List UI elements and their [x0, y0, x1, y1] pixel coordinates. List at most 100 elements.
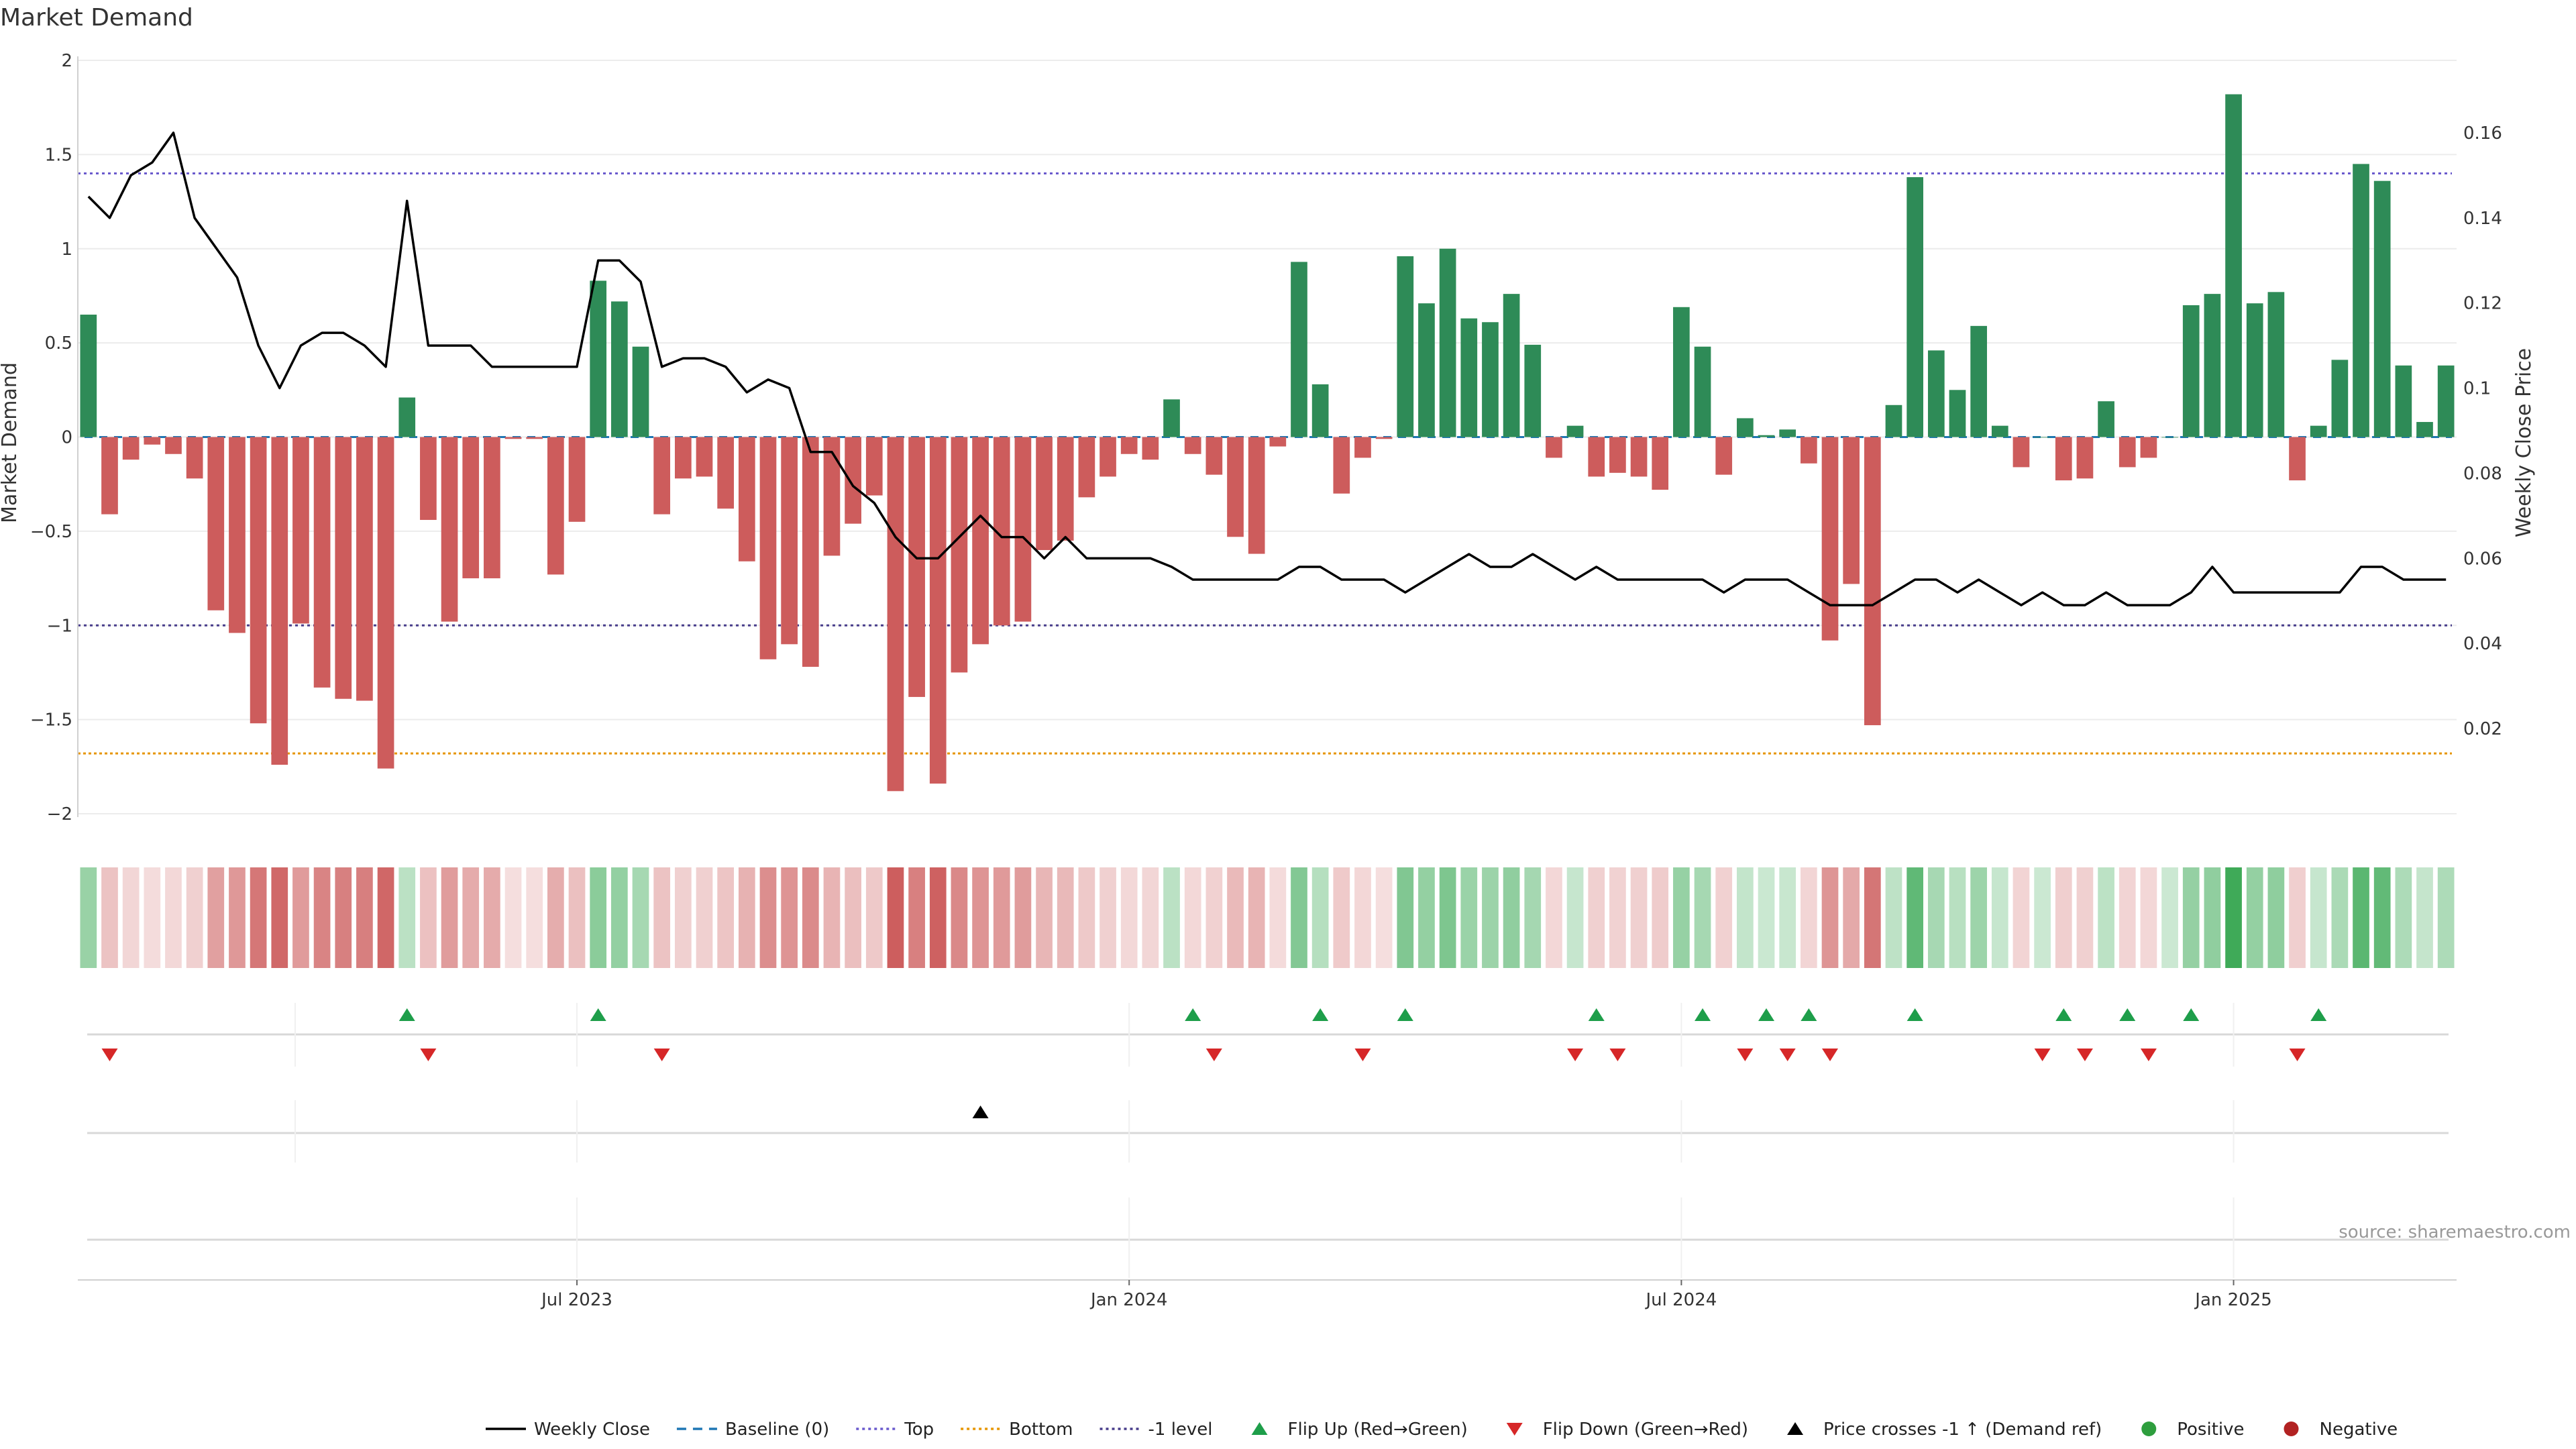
demand-bar [696, 437, 713, 477]
heat-cell [335, 867, 352, 968]
demand-bar [2055, 437, 2072, 481]
heat-cell [1779, 867, 1796, 968]
demand-bar [186, 437, 203, 479]
demand-bar [738, 437, 755, 561]
demand-bar [335, 437, 352, 699]
flip-down-marker [1822, 1049, 1839, 1061]
y-tick-label: 0 [61, 428, 72, 448]
legend-label: Baseline (0) [725, 1419, 829, 1440]
y-axis-label: Market Demand [0, 362, 21, 523]
heat-cell [377, 867, 394, 968]
heat-cell [1715, 867, 1733, 968]
heat-cell [611, 867, 628, 968]
heat-cell [717, 867, 734, 968]
heat-cell [80, 867, 97, 968]
reference-lines [78, 172, 2452, 755]
demand-bar [1163, 399, 1180, 437]
demand-bar [377, 437, 394, 769]
demand-bar [590, 280, 607, 437]
heat-cell [229, 867, 246, 968]
heat-cell [1907, 867, 1923, 968]
x-tick-label: Jul 2024 [1644, 1290, 1717, 1310]
demand-bar [2416, 422, 2433, 437]
close-price-line [87, 131, 2447, 606]
legend-swatch-flip-down [1506, 1423, 1523, 1436]
demand-bar [1630, 437, 1648, 477]
heat-cell [632, 867, 649, 968]
flip-up-marker [1907, 1008, 1923, 1021]
heat-cell [1694, 867, 1711, 968]
heat-cell [2076, 867, 2094, 968]
flip-down-marker [420, 1049, 437, 1061]
demand-bar [1036, 437, 1053, 550]
demand-bar [908, 437, 925, 697]
heat-cell [441, 867, 458, 968]
heat-cell [738, 867, 755, 968]
heat-cell [993, 867, 1010, 968]
demand-bar [1566, 425, 1584, 437]
heat-cell [696, 867, 713, 968]
demand-bar [1546, 437, 1562, 458]
demand-bar [568, 437, 586, 522]
y2-tick-label: 0.04 [2463, 634, 2502, 654]
legend-label: Negative [2320, 1419, 2398, 1440]
heat-cell [568, 867, 586, 968]
heat-cell [1418, 867, 1435, 968]
demand-bar [717, 437, 734, 509]
demand-bar [1120, 437, 1138, 454]
demand-bar [1758, 435, 1775, 437]
demand-bar [2012, 437, 2030, 468]
heat-cell [2161, 867, 2178, 968]
demand-bar [250, 437, 267, 724]
heat-cell [1673, 867, 1690, 968]
heat-cell [1843, 867, 1860, 968]
heat-cell [781, 867, 798, 968]
heat-cell [462, 867, 480, 968]
heat-cell [845, 867, 861, 968]
demand-bar [1991, 425, 2008, 437]
heat-cell [186, 867, 203, 968]
demand-bar [1694, 346, 1711, 437]
flip-down-marker [2289, 1049, 2306, 1061]
legend-item: -1 level [1099, 1419, 1213, 1440]
flip-up-marker [1397, 1008, 1413, 1021]
heat-cell [1291, 867, 1307, 968]
legend-item: Bottom [961, 1419, 1073, 1440]
legend-label: Flip Down (Green→Red) [1543, 1419, 1748, 1440]
flip-down-marker [1354, 1049, 1371, 1061]
heat-cell [1503, 867, 1520, 968]
heat-cell [1142, 867, 1159, 968]
heat-cell [1311, 867, 1329, 968]
y-tick-label: −2 [47, 804, 72, 824]
heat-cell [144, 867, 161, 968]
heat-cell [1609, 867, 1626, 968]
heat-cell [1184, 867, 1201, 968]
legend-label: Top [904, 1419, 934, 1440]
heat-cell [1205, 867, 1223, 968]
demand-bar [484, 437, 500, 579]
heat-cell [1758, 867, 1775, 968]
heat-cell [2246, 867, 2263, 968]
heat-cell [1057, 867, 1074, 968]
heat-cell [2140, 867, 2157, 968]
demand-bar [1907, 177, 1923, 437]
demand-bar [1227, 437, 1244, 537]
demand-bar [802, 437, 819, 667]
chart-title: Market Demand [0, 4, 193, 32]
legend-label: -1 level [1148, 1419, 1213, 1440]
heat-cell [1991, 867, 2008, 968]
y2-axis-label: Weekly Close Price [2512, 348, 2536, 537]
demand-bar [1142, 437, 1159, 460]
heat-cell [759, 867, 777, 968]
demand-bar [1291, 262, 1307, 437]
y2-tick-label: 0.06 [2463, 549, 2502, 569]
demand-bar [1333, 437, 1350, 494]
heat-cell [929, 867, 947, 968]
demand-bar [1269, 437, 1287, 447]
heat-cell [1439, 867, 1456, 968]
heat-cell [250, 867, 267, 968]
demand-bar [1397, 256, 1414, 437]
heat-cell [972, 867, 989, 968]
legend-item: Flip Down (Green→Red) [1506, 1419, 1748, 1440]
demand-heat-strip [80, 867, 2455, 968]
